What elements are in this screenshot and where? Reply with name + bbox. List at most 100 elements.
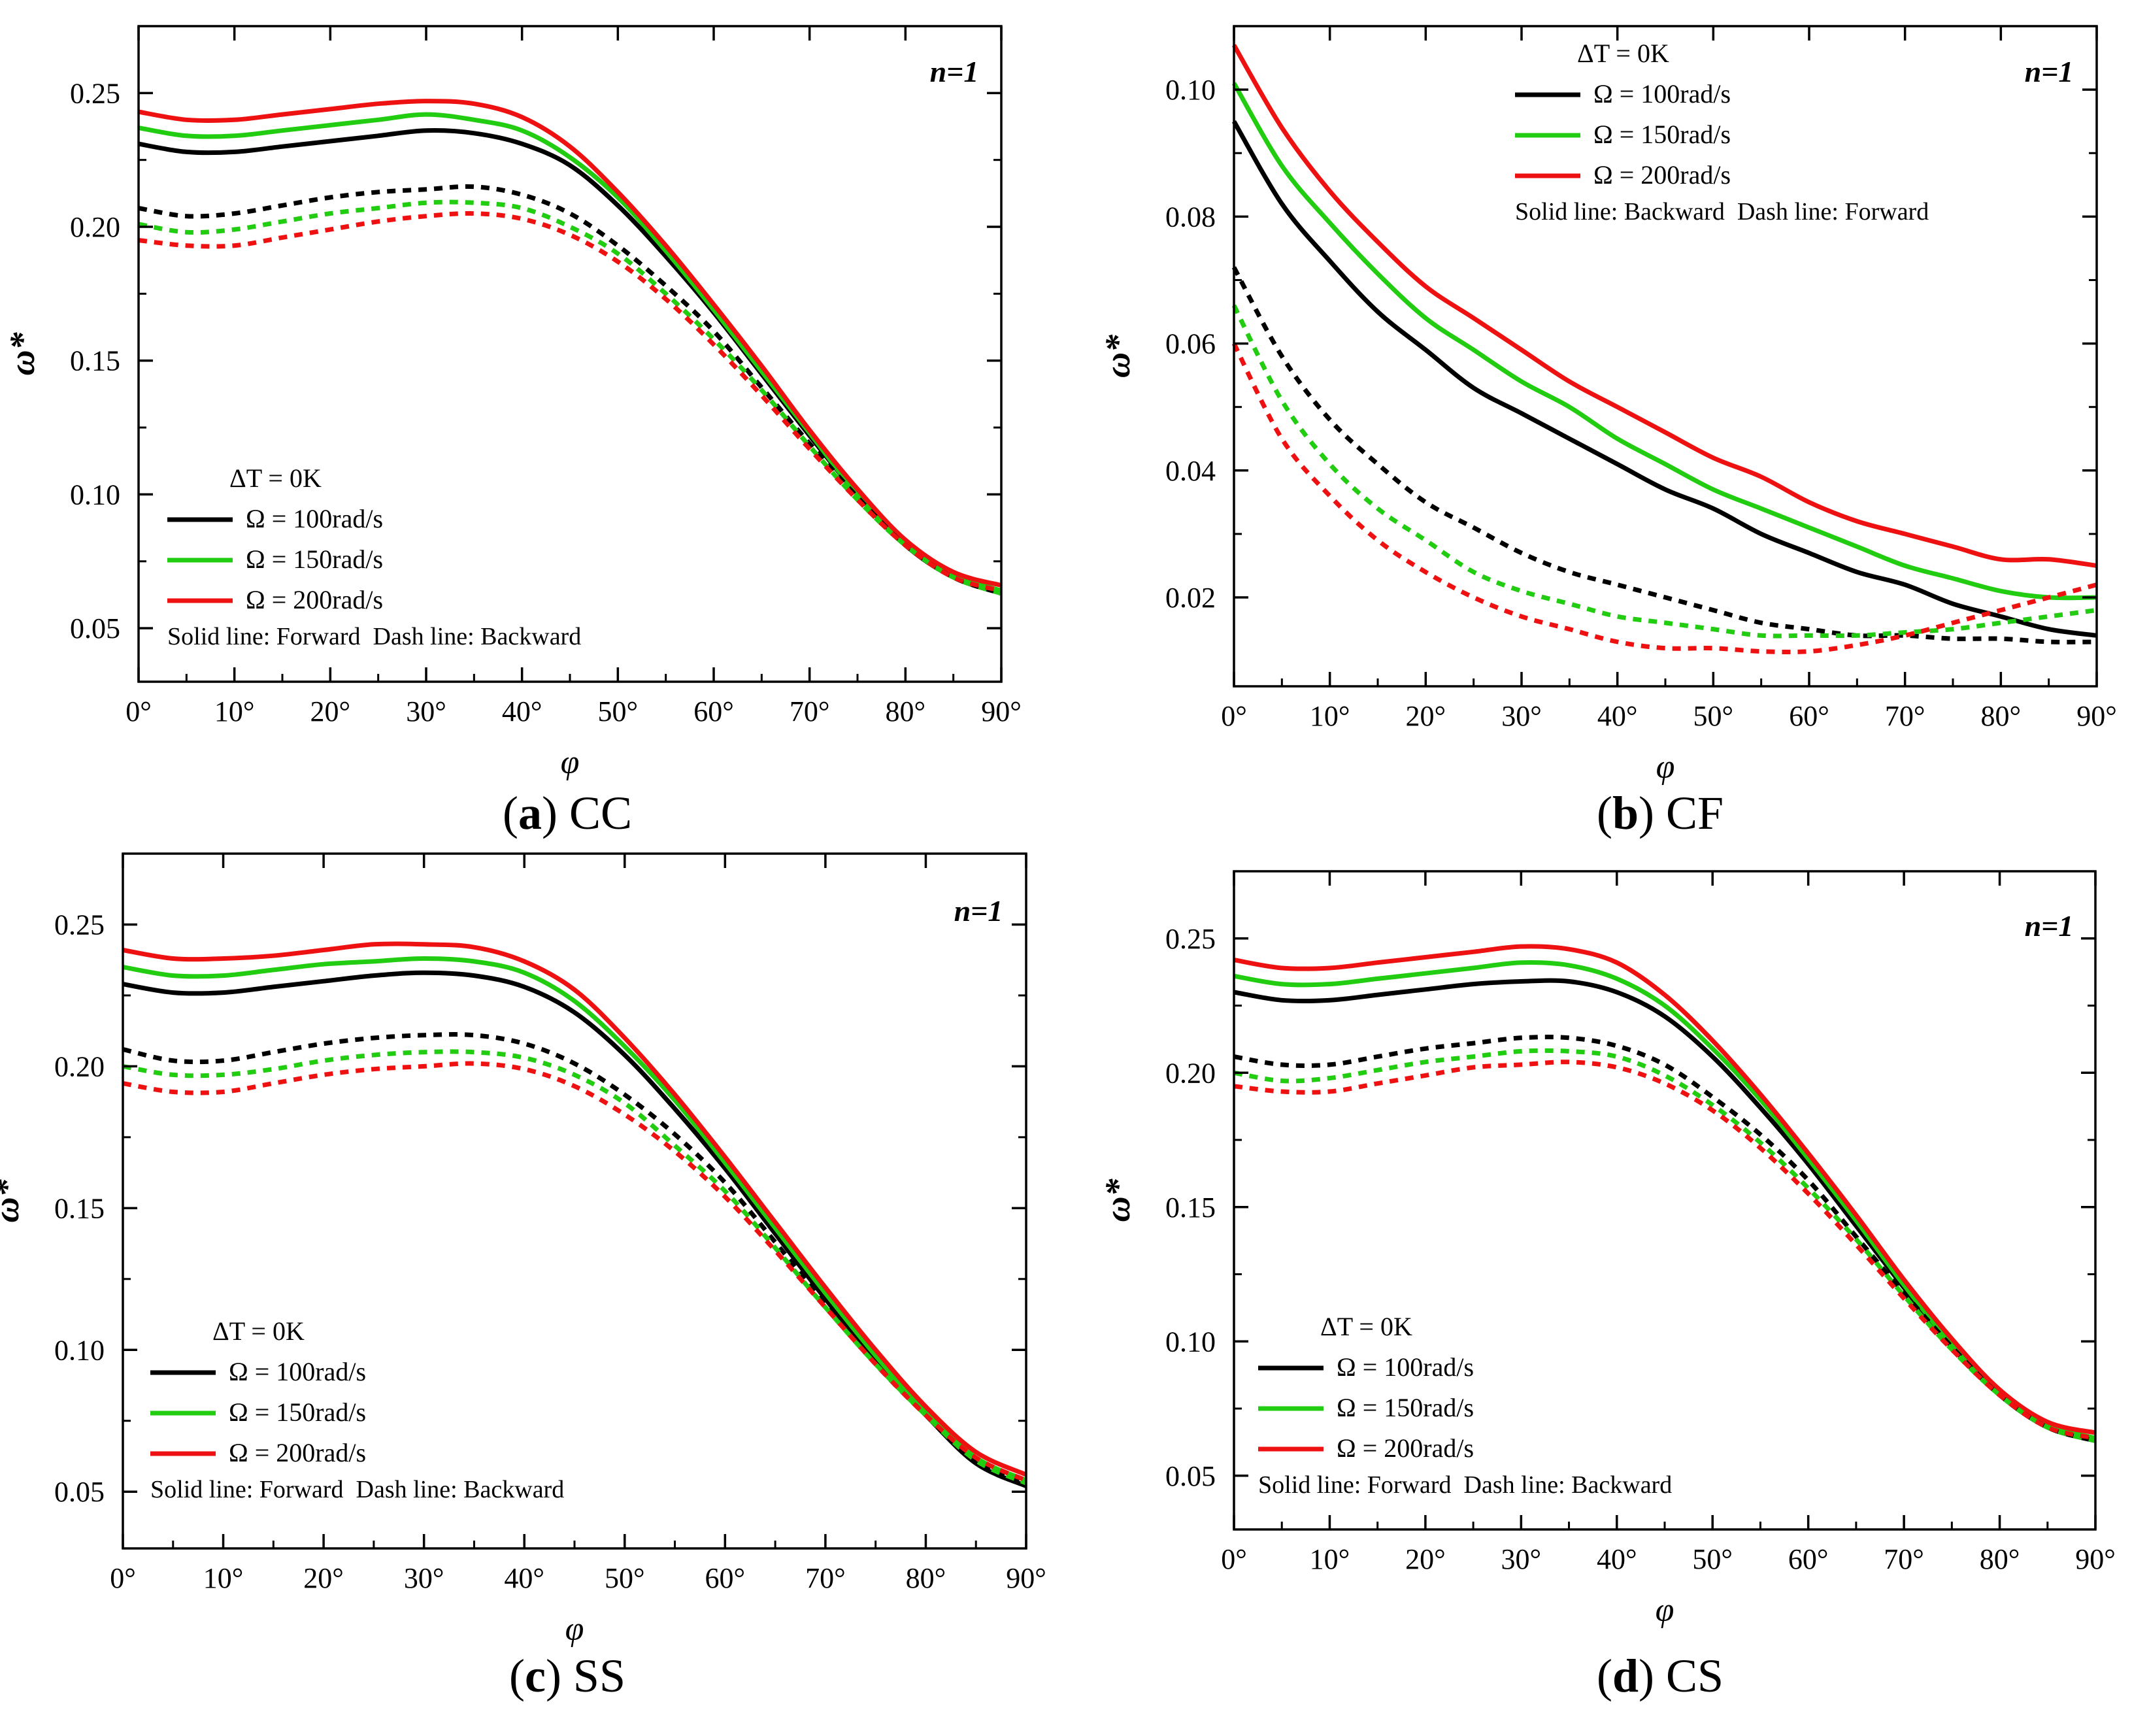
x-axis-label: φ	[1656, 1592, 1674, 1629]
x-tick-label: 70°	[1884, 1543, 1924, 1575]
legend-entry: Ω = 200rad/s	[246, 585, 383, 614]
panel-caption: (a) CC	[503, 787, 632, 839]
legend: ΔT = 0K Ω = 100rad/s Ω = 150rad/s Ω = 200ra…	[167, 463, 581, 650]
x-tick-label: 70°	[1885, 700, 1925, 732]
x-tick-label: 90°	[1006, 1562, 1046, 1594]
series-line-dashed-3	[1231, 266, 2097, 644]
legend-entry: Ω = 200rad/s	[1593, 160, 1731, 190]
series-line-solid-0	[1231, 120, 2097, 638]
x-tick-label: 10°	[1310, 1543, 1350, 1575]
y-tick-label: 0.06	[1165, 328, 1216, 360]
legend-note: Solid line: Forward Dash line: Backward	[167, 623, 581, 650]
plot-frame	[1233, 870, 2097, 1531]
x-tick-label: 10°	[1310, 700, 1350, 732]
y-axis-label: ω*	[1098, 334, 1137, 378]
legend-entry: Ω = 100rad/s	[246, 504, 383, 533]
legend-entry: Ω = 150rad/s	[229, 1397, 366, 1427]
x-tick-label: 30°	[1501, 700, 1542, 732]
panel-c: 0° 10° 20° 30° 40° 50° 60° 70° 80° 90° 0.05 0.10 0.1…	[0, 852, 1046, 1702]
x-tick-label: 20°	[1406, 700, 1446, 732]
panel-b: 0° 10° 20° 30° 40° 50° 60° 70° 80° 90° 0.02 0.04 0.0…	[1098, 25, 2117, 839]
y-tick-label: 0.05	[1165, 1460, 1216, 1492]
panel-caption-part: ) CF	[1639, 787, 1724, 839]
x-tick-label: 0°	[1221, 1543, 1247, 1575]
panel-caption: (b) CF	[1597, 787, 1724, 839]
x-tick-label: 60°	[705, 1562, 746, 1594]
x-axis-label: φ	[565, 1611, 584, 1648]
y-tick-label: 0.25	[70, 77, 120, 109]
x-tick-label: 40°	[504, 1562, 544, 1594]
series-line-dashed-4	[122, 1049, 1027, 1486]
y-tick-label: 0.05	[54, 1476, 105, 1508]
x-tick-label: 0°	[110, 1562, 136, 1594]
y-tick-label: 0.02	[1165, 582, 1216, 614]
y-tick-label: 0.10	[54, 1334, 105, 1366]
panel-caption-part: ) CS	[1639, 1650, 1724, 1702]
x-tick-label: 50°	[1693, 700, 1734, 732]
legend: ΔT = 0K Ω = 100rad/s Ω = 150rad/s Ω = 200ra…	[1515, 39, 1929, 225]
x-tick-label: 60°	[1788, 1543, 1829, 1575]
x-tick-label: 70°	[805, 1562, 846, 1594]
x-tick-label: 50°	[598, 695, 639, 727]
legend-note: Solid line: Forward Dash line: Backward	[1258, 1471, 1672, 1499]
series-line-solid-2	[1231, 44, 2097, 568]
y-tick-label: 0.10	[1165, 1326, 1216, 1358]
y-tick-label: 0.20	[70, 211, 120, 243]
legend-entry: Ω = 150rad/s	[1593, 120, 1731, 149]
panel-caption-part: ) SS	[546, 1650, 625, 1702]
legend-title: ΔT = 0K	[1577, 39, 1669, 68]
series-line-solid-1	[138, 112, 1003, 593]
y-tick-label: 0.15	[70, 345, 120, 377]
x-tick-label: 40°	[1597, 1543, 1637, 1575]
legend-entry: Ω = 150rad/s	[246, 544, 383, 574]
panel-caption-part: (	[1597, 1650, 1612, 1702]
series-line-solid-2	[1233, 944, 2096, 1435]
plot-frame	[137, 25, 1003, 683]
legend-entry: Ω = 100rad/s	[229, 1357, 366, 1386]
y-tick-label: 0.15	[54, 1192, 105, 1224]
legend-entry: Ω = 200rad/s	[229, 1438, 366, 1467]
series-line-dashed-5	[138, 210, 1002, 593]
x-tick-label: 60°	[1789, 700, 1829, 732]
x-tick-label: 30°	[1501, 1543, 1542, 1575]
legend-entry: Ω = 200rad/s	[1337, 1433, 1474, 1463]
y-tick-label: 0.20	[1165, 1057, 1216, 1089]
legend-title: ΔT = 0K	[229, 463, 322, 493]
x-tick-label: 80°	[1980, 1543, 2020, 1575]
series-line-dashed-4	[1233, 1048, 2096, 1443]
y-axis-label: ω*	[1098, 1178, 1137, 1222]
panel-caption-part: (	[509, 1650, 525, 1702]
x-tick-label: 40°	[1597, 700, 1638, 732]
x-tick-label: 10°	[203, 1562, 244, 1594]
x-axis-label: φ	[1656, 748, 1675, 786]
series-line-solid-2	[122, 941, 1027, 1477]
y-tick-label: 0.15	[1165, 1192, 1216, 1224]
panel-caption-part: (	[1597, 787, 1612, 839]
panel-d: 0° 10° 20° 30° 40° 50° 60° 70° 80° 90° 0.05 0.10 0.1…	[1098, 870, 2116, 1702]
x-tick-label: 70°	[790, 695, 830, 727]
panel-caption: (c) SS	[509, 1650, 625, 1702]
annotation-n: n=1	[2025, 55, 2074, 88]
panel-caption-part: (	[503, 787, 518, 839]
panel-caption: (d) CS	[1597, 1650, 1724, 1702]
x-tick-label: 60°	[693, 695, 734, 727]
series-line-solid-1	[1233, 960, 2096, 1441]
x-tick-label: 90°	[981, 695, 1022, 727]
y-tick-label: 0.08	[1165, 201, 1216, 233]
panel-caption-part: c	[525, 1650, 546, 1702]
series-line-dashed-4	[1231, 304, 2097, 639]
legend-title: ΔT = 0K	[212, 1316, 305, 1346]
panel-caption-part: d	[1612, 1650, 1639, 1702]
x-tick-label: 20°	[1405, 1543, 1446, 1575]
y-axis-label: ω*	[0, 1178, 26, 1222]
x-axis-label: φ	[561, 744, 580, 781]
y-tick-label: 0.25	[54, 909, 105, 941]
x-tick-label: 80°	[1981, 700, 2022, 732]
x-tick-label: 90°	[2075, 1543, 2116, 1575]
legend-entry: Ω = 100rad/s	[1337, 1352, 1474, 1382]
legend-note: Solid line: Backward Dash line: Forward	[1515, 198, 1929, 225]
x-tick-label: 50°	[605, 1562, 645, 1594]
x-tick-label: 0°	[1221, 700, 1247, 732]
y-axis-label: ω*	[3, 331, 42, 375]
